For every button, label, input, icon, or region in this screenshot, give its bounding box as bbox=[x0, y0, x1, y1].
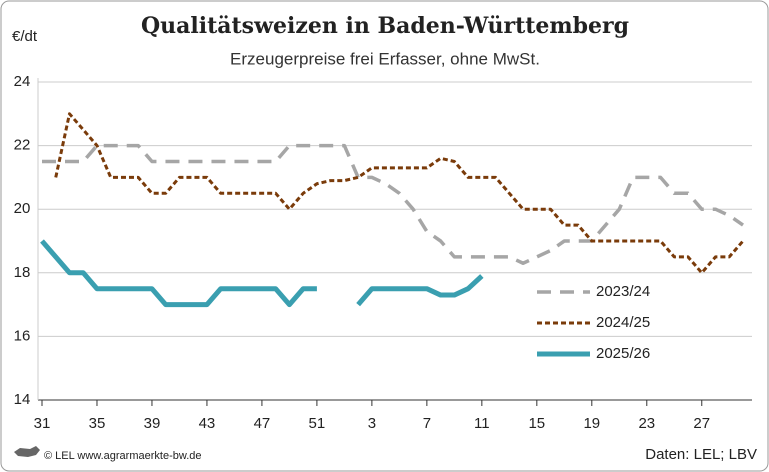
legend-label: 2024/25 bbox=[596, 314, 650, 331]
x-tick-label: 7 bbox=[423, 415, 431, 432]
source-right: Daten: LEL; LBV bbox=[645, 446, 757, 463]
y-axis-label: €/dt bbox=[12, 28, 38, 45]
x-tick-label: 3 bbox=[368, 415, 376, 432]
x-tick-label: 35 bbox=[89, 415, 106, 432]
series-line bbox=[54, 112, 745, 275]
x-tick-label: 43 bbox=[199, 415, 216, 432]
series-line bbox=[42, 143, 744, 266]
x-tick-label: 27 bbox=[693, 415, 710, 432]
legend-label: 2025/26 bbox=[596, 345, 650, 362]
source-left: © LEL www.agrarmaerkte-bw.de bbox=[44, 450, 202, 462]
x-tick-label: 31 bbox=[34, 415, 51, 432]
y-tick-label: 18 bbox=[14, 264, 31, 281]
y-tick-label: 16 bbox=[14, 327, 31, 344]
y-tick-label: 22 bbox=[14, 137, 31, 154]
series-line bbox=[40, 239, 484, 308]
x-tick-label: 11 bbox=[474, 415, 490, 432]
legend-label: 2023/24 bbox=[596, 283, 650, 300]
x-tick-label: 23 bbox=[638, 415, 655, 432]
x-tick-label: 47 bbox=[254, 415, 271, 432]
chart-title: Qualitätsweizen in Baden-Württemberg bbox=[141, 13, 629, 39]
x-tick-label: 51 bbox=[309, 415, 326, 432]
chart-subtitle: Erzeugerpreise frei Erfasser, ohne MwSt. bbox=[230, 49, 540, 68]
x-tick-label: 39 bbox=[144, 415, 161, 432]
x-tick-label: 19 bbox=[583, 415, 600, 432]
y-tick-label: 20 bbox=[14, 200, 31, 217]
logo bbox=[14, 446, 40, 457]
x-tick-label: 15 bbox=[528, 415, 545, 432]
y-tick-label: 14 bbox=[14, 391, 31, 408]
y-tick-label: 24 bbox=[14, 73, 31, 90]
